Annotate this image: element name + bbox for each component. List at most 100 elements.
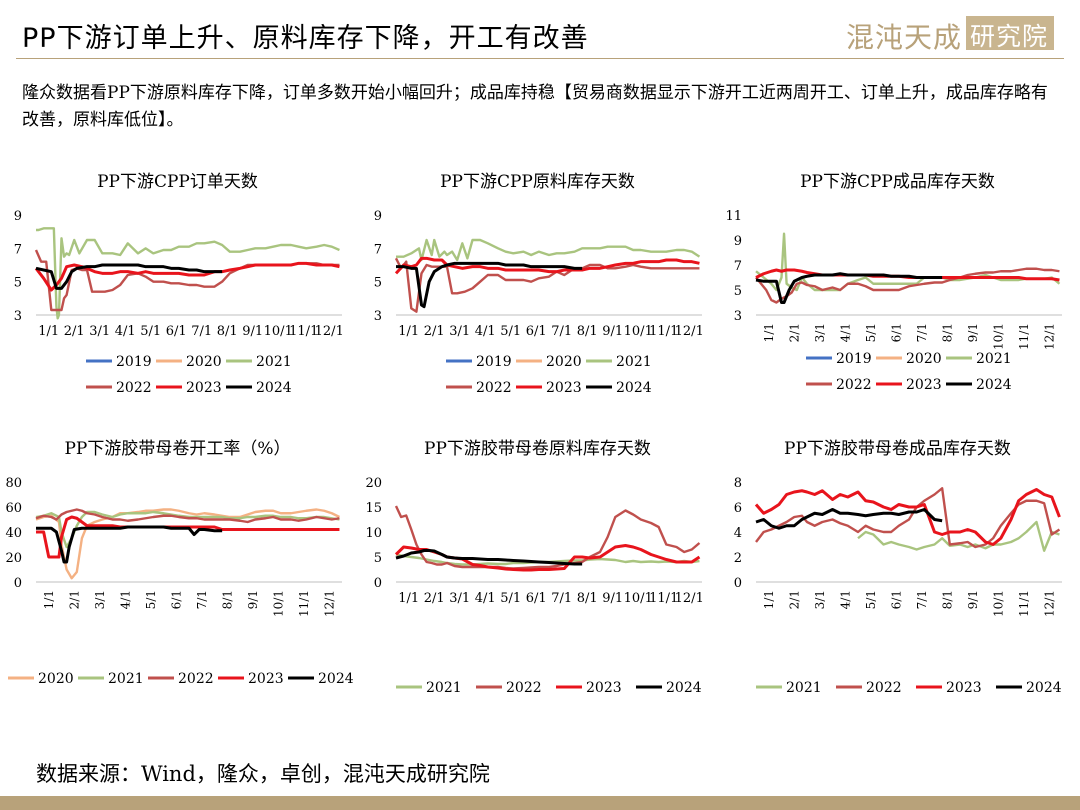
legend-label: 2022: [836, 377, 872, 393]
x-tick-label: 4/1: [475, 591, 496, 606]
series-line-2021: [396, 238, 701, 262]
legend-label: 2021: [616, 354, 652, 370]
x-tick-label: 6/1: [526, 591, 547, 606]
x-tick-label: 4/1: [838, 323, 852, 342]
x-tick-label: 8/1: [940, 323, 954, 342]
legend-label: 2021: [108, 671, 144, 687]
x-tick-label: 9/1: [246, 590, 260, 609]
legend-label: 2022: [866, 680, 902, 695]
x-tick-label: 6/1: [169, 590, 183, 609]
x-tick-label: 3/1: [813, 590, 827, 609]
legend-label: 2020: [38, 671, 74, 687]
legend-item-2019: 2019: [86, 354, 152, 370]
x-tick-label: 10/1: [271, 590, 285, 617]
legend-label: 2021: [426, 680, 462, 695]
x-tick-label: 8/1: [217, 324, 238, 339]
legend-item-2023: 2023: [516, 380, 582, 396]
header-divider: [16, 58, 1064, 59]
series-line-2022: [755, 267, 1060, 304]
legend-label: 2021: [786, 680, 822, 695]
series-line-2024: [395, 549, 583, 566]
legend-label: 2023: [946, 680, 982, 695]
x-tick-label: 5/1: [864, 590, 878, 609]
brand-logo-box: 研究院: [966, 16, 1054, 51]
y-tick-label: 0: [734, 576, 742, 591]
x-tick-label: 1/1: [762, 323, 776, 342]
x-tick-label: 4/1: [475, 324, 496, 339]
y-tick-label: 9: [14, 209, 22, 224]
y-tick-label: 3: [374, 309, 382, 324]
x-tick-label: 1/1: [38, 324, 59, 339]
x-tick-label: 11/1: [289, 324, 318, 339]
legend-label: 2020: [546, 354, 582, 370]
x-tick-label: 12/1: [675, 324, 704, 339]
x-tick-label: 4/1: [838, 590, 852, 609]
series-line-2022: [755, 487, 1061, 549]
series-line-2023: [394, 256, 700, 275]
legend-label: 2024: [616, 380, 652, 396]
series-line-2022: [394, 257, 700, 313]
y-tick-label: 20: [365, 476, 382, 491]
y-tick-label: 7: [734, 259, 742, 274]
legend-item-2024: 2024: [586, 380, 652, 396]
x-tick-label: 2/1: [424, 324, 445, 339]
legend-item-2021: 2021: [756, 680, 822, 696]
y-tick-label: 40: [5, 526, 22, 541]
legend-label: 2022: [178, 671, 214, 687]
x-tick-label: 12/1: [1042, 323, 1056, 350]
y-tick-label: 5: [374, 551, 382, 566]
series-line-2024: [396, 261, 583, 309]
brand-logo: 混沌天成 研究院: [846, 12, 1056, 54]
legend-label: 2023: [186, 380, 222, 396]
chart-title: PP下游胶带母卷开工率（%）: [64, 439, 290, 459]
slide-header: PP下游订单上升、原料库存下降，开工有改善 混沌天成 研究院: [0, 0, 1080, 60]
x-tick-label: 8/1: [577, 591, 598, 606]
x-tick-label: 1/1: [398, 591, 419, 606]
x-tick-label: 1/1: [398, 324, 419, 339]
y-tick-label: 9: [374, 209, 382, 224]
chart-cpp-raw-inventory: PP下游CPP原料库存天数 3 5 7 9 1/1 2/1 3/1 4/1 5/1 6/1 7/1 8/…: [360, 163, 715, 432]
x-tick-label: 3/1: [813, 323, 827, 342]
x-tick-label: 10/1: [264, 324, 293, 339]
chart-svg: PP下游胶带母卷原料库存天数 0 5 10 15 20 1/1 2/1 3/1 4/1 5/1 6/1…: [365, 439, 703, 696]
x-tick-label: 2/1: [64, 324, 85, 339]
y-tick-label: 7: [14, 242, 22, 257]
legend-label: 2024: [976, 377, 1012, 393]
legend-item-2020: 2020: [516, 354, 582, 370]
x-tick-label: 5/1: [500, 324, 521, 339]
summary-text: 隆众数据看PP下游原料库存下降，订单多数开始小幅回升；成品库持稳【贸易商数据显示…: [22, 83, 1048, 130]
legend-label: 2023: [248, 671, 284, 687]
x-tick-label: 11/1: [649, 324, 678, 339]
y-tick-label: 15: [365, 501, 382, 516]
x-tick-label: 6/1: [526, 324, 547, 339]
series-line-2020: [35, 508, 340, 580]
x-tick-label: 2/1: [424, 591, 445, 606]
footer-bar: [0, 796, 1080, 810]
x-tick-label: 6/1: [889, 323, 903, 342]
legend-item-2022: 2022: [86, 380, 152, 396]
series-line-2022: [34, 249, 340, 312]
legend-item-2024: 2024: [288, 671, 354, 687]
legend-label: 2024: [256, 380, 292, 396]
x-tick-label: 12/1: [1042, 590, 1056, 617]
legend-item-2022: 2022: [476, 680, 542, 696]
y-tick-label: 2: [734, 551, 742, 566]
data-source: 数据来源：Wind，隆众，卓创，混沌天成研究院: [36, 762, 490, 786]
chart-svg: PP下游CPP原料库存天数 3 5 7 9 1/1 2/1 3/1 4/1 5/1 6/1 7/1 8/…: [374, 172, 704, 396]
x-tick-label: 2/1: [67, 590, 81, 609]
legend-item-2021: 2021: [946, 351, 1012, 367]
x-tick-label: 9/1: [602, 591, 623, 606]
x-tick-label: 7/1: [191, 324, 212, 339]
y-tick-label: 6: [734, 501, 742, 516]
legend-item-2024: 2024: [226, 380, 292, 396]
x-tick-label: 7/1: [915, 590, 929, 609]
x-tick-label: 8/1: [940, 590, 954, 609]
x-tick-label: 9/1: [966, 590, 980, 609]
chart-title: PP下游胶带母卷原料库存天数: [424, 439, 651, 459]
legend-item-2022: 2022: [148, 671, 214, 687]
legend-item-2022: 2022: [446, 380, 512, 396]
legend-item-2023: 2023: [916, 680, 982, 696]
legend-label: 2019: [476, 354, 512, 370]
legend-label: 2019: [116, 354, 152, 370]
series-line-2024: [755, 272, 943, 304]
